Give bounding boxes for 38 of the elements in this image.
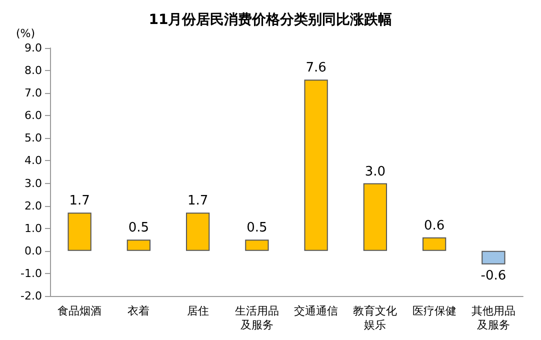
bar [304, 80, 328, 251]
y-tick-label: 9.0 [24, 42, 42, 54]
bar [363, 183, 388, 251]
x-tick-label: 食品烟酒 [58, 304, 102, 318]
bar [422, 237, 446, 251]
data-label: 0.5 [246, 220, 268, 236]
y-tick-label: 3.0 [24, 176, 42, 190]
y-tick-label: -1.0 [20, 266, 42, 280]
y-tick-label: 0.0 [24, 244, 42, 258]
x-tick-label: 医疗保健 [412, 304, 456, 318]
bar [186, 212, 210, 251]
data-label: 0.6 [424, 218, 445, 234]
data-label: -0.6 [480, 268, 506, 284]
y-tick-label: 5.0 [24, 132, 42, 145]
x-tick-label: 教育文化娱乐 [353, 304, 398, 332]
x-tick-label: 其他用品及服务 [471, 304, 516, 332]
data-label: 1.7 [69, 194, 90, 209]
bar [68, 212, 92, 251]
y-tick-label: 1.0 [24, 222, 42, 235]
x-tick-label: 衣着 [128, 304, 150, 318]
y-tick-label: 8.0 [24, 64, 42, 78]
y-tick-label: -2.0 [20, 290, 42, 302]
y-tick-label: 2.0 [24, 199, 42, 212]
data-label: 0.5 [128, 220, 150, 236]
data-label: 1.7 [187, 194, 208, 209]
y-tick-label: 7.0 [24, 86, 42, 100]
y-axis-title: (%) [16, 27, 36, 40]
bar [482, 250, 506, 264]
chart-title: 11月份居民消费价格分类别同比涨跌幅 [148, 12, 392, 28]
bar [126, 240, 151, 251]
x-tick-label: 居住 [186, 304, 209, 318]
y-tick-label: 6.0 [24, 109, 42, 122]
y-tick-label: 4.0 [24, 154, 42, 168]
x-tick-label: 交通通信 [294, 304, 338, 318]
data-label: 3.0 [364, 164, 386, 180]
x-tick-label: 生活用品及服务 [234, 304, 279, 332]
data-label: 7.6 [306, 60, 326, 76]
bar [245, 240, 269, 251]
